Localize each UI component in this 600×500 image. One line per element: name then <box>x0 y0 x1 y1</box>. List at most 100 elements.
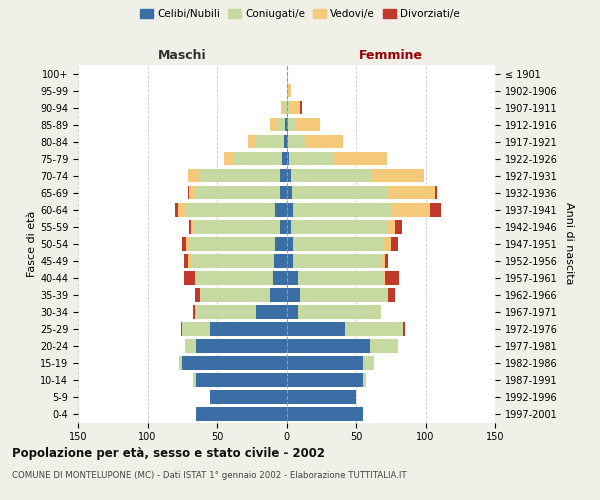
Bar <box>196 407 287 421</box>
Bar <box>301 288 386 302</box>
Bar <box>334 152 386 166</box>
Bar <box>283 152 287 166</box>
Text: Femmine: Femmine <box>359 48 423 62</box>
Bar <box>289 101 301 114</box>
Bar <box>388 220 395 234</box>
Bar <box>435 186 437 200</box>
Bar <box>199 169 280 182</box>
Bar <box>195 305 196 318</box>
Bar <box>288 135 305 148</box>
Bar <box>287 288 301 302</box>
Bar <box>287 237 293 250</box>
Bar <box>196 339 287 352</box>
Bar <box>196 271 272 284</box>
Bar <box>277 118 285 132</box>
Bar <box>391 237 398 250</box>
Bar <box>287 305 298 318</box>
Bar <box>189 237 275 250</box>
Bar <box>287 220 290 234</box>
Bar <box>391 203 430 216</box>
Bar <box>287 135 288 148</box>
Bar <box>363 373 366 387</box>
Bar <box>430 203 441 216</box>
Bar <box>293 237 384 250</box>
Bar <box>290 169 371 182</box>
Y-axis label: Fasce di età: Fasce di età <box>27 210 37 277</box>
Bar <box>184 254 188 268</box>
Bar <box>280 169 287 182</box>
Bar <box>193 220 280 234</box>
Bar <box>275 237 287 250</box>
Bar <box>210 390 287 404</box>
Bar <box>384 271 385 284</box>
Bar <box>287 186 292 200</box>
Bar <box>363 356 374 370</box>
Bar <box>195 271 196 284</box>
Bar <box>196 186 280 200</box>
Bar <box>288 118 295 132</box>
Bar <box>182 356 287 370</box>
Bar <box>196 305 256 318</box>
Bar <box>370 339 398 352</box>
Bar <box>287 169 290 182</box>
Bar <box>287 84 290 98</box>
Bar <box>285 118 287 132</box>
Bar <box>287 203 293 216</box>
Bar <box>224 152 233 166</box>
Bar <box>185 339 196 352</box>
Bar <box>345 322 403 336</box>
Bar <box>289 152 334 166</box>
Bar <box>301 101 302 114</box>
Bar <box>195 288 200 302</box>
Bar <box>196 373 287 387</box>
Bar <box>287 152 289 166</box>
Bar <box>184 271 195 284</box>
Bar <box>256 135 284 148</box>
Bar <box>287 322 345 336</box>
Bar <box>181 322 182 336</box>
Bar <box>287 101 289 114</box>
Bar <box>287 356 363 370</box>
Bar <box>403 322 404 336</box>
Text: Maschi: Maschi <box>158 48 206 62</box>
Bar <box>191 220 193 234</box>
Bar <box>193 305 195 318</box>
Bar <box>388 288 395 302</box>
Bar <box>293 254 381 268</box>
Bar <box>256 305 287 318</box>
Bar <box>233 152 283 166</box>
Bar <box>200 288 270 302</box>
Bar <box>287 339 370 352</box>
Y-axis label: Anni di nascita: Anni di nascita <box>564 202 574 285</box>
Bar <box>293 203 391 216</box>
Bar <box>287 390 356 404</box>
Text: COMUNE DI MONTELUPONE (MC) - Dati ISTAT 1° gennaio 2002 - Elaborazione TUTTITALI: COMUNE DI MONTELUPONE (MC) - Dati ISTAT … <box>12 471 407 480</box>
Bar <box>187 237 189 250</box>
Bar <box>182 237 187 250</box>
Bar <box>280 186 287 200</box>
Legend: Celibi/Nubili, Coniugati/e, Vedovi/e, Divorziati/e: Celibi/Nubili, Coniugati/e, Vedovi/e, Di… <box>136 5 464 24</box>
Bar <box>298 271 384 284</box>
Bar <box>292 186 386 200</box>
Bar <box>295 118 320 132</box>
Bar <box>188 169 199 182</box>
Bar <box>248 135 256 148</box>
Bar <box>182 322 210 336</box>
Bar <box>381 254 385 268</box>
Bar <box>188 186 189 200</box>
Bar <box>395 220 402 234</box>
Text: Popolazione per età, sesso e stato civile - 2002: Popolazione per età, sesso e stato civil… <box>12 448 325 460</box>
Bar <box>191 254 274 268</box>
Bar <box>284 135 287 148</box>
Bar <box>384 237 391 250</box>
Bar <box>178 203 185 216</box>
Bar <box>274 254 287 268</box>
Bar <box>386 186 435 200</box>
Bar <box>305 135 343 148</box>
Bar <box>284 101 287 114</box>
Bar <box>188 254 191 268</box>
Bar <box>280 220 287 234</box>
Bar <box>290 220 388 234</box>
Bar <box>281 101 284 114</box>
Bar <box>287 271 298 284</box>
